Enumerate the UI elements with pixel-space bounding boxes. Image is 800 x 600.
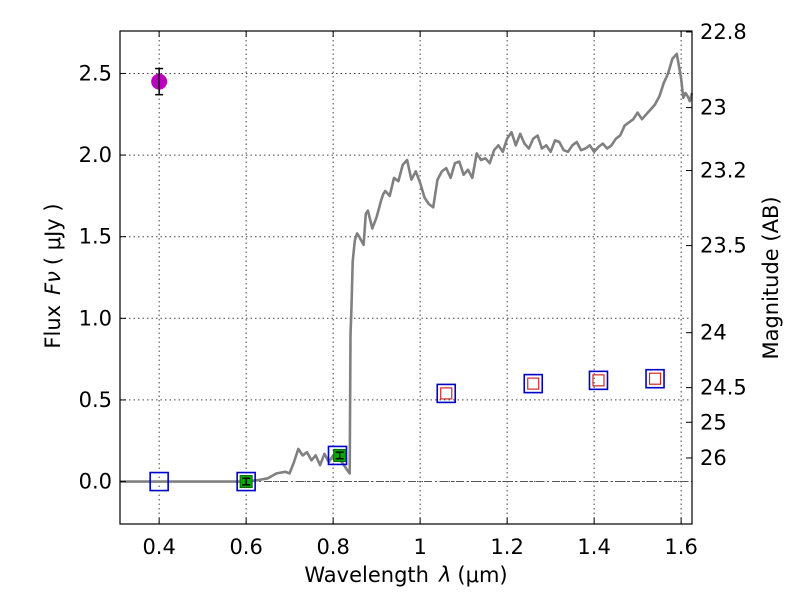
model-points-series: [149, 368, 665, 492]
plot-frame: [119, 30, 693, 525]
x-tick-label: 0.6: [229, 535, 262, 559]
y2-axis-ticks: 22.8 23 23.2 23.5 24 24.5 25 26: [686, 20, 747, 470]
y-tick-label: 2.0: [79, 143, 112, 167]
x-tick-label: 1.6: [664, 535, 697, 559]
model-point-inner-box: [527, 377, 540, 390]
x-axis-ticks: 0.4 0.6 0.8 1 1.2 1.4 1.6: [142, 31, 698, 559]
x-tick-label: 1: [413, 535, 426, 559]
y2-tick-label: 23.5: [700, 234, 747, 258]
y-tick-label: 1.0: [79, 306, 112, 330]
y-tick-label: 1.5: [79, 225, 112, 249]
model-point-inner-box: [440, 387, 453, 400]
model-point-inner-box: [592, 374, 605, 387]
y2-axis-label: Magnitude (AB): [759, 196, 783, 359]
y2-tick-label: 25: [700, 410, 727, 434]
spectrum-series: [120, 52, 694, 483]
observed-points-series: [151, 67, 347, 489]
y2-tick-label: 26: [700, 446, 727, 470]
model-point-inner-box: [648, 372, 662, 385]
y2-tick-label: 22.8: [700, 20, 747, 44]
y2-tick-label: 24: [700, 321, 727, 345]
model-point-box: [645, 368, 665, 389]
x-tick-label: 1.4: [577, 535, 610, 559]
model-point-box: [236, 471, 256, 492]
model-point-box: [149, 471, 169, 492]
model-point-box: [523, 373, 544, 394]
y-axis-label: FluxFν( μJy ): [41, 203, 65, 348]
y-tick-label: 0.0: [79, 470, 112, 494]
y2-tick-label: 23.2: [700, 158, 747, 182]
spectrum-line: [120, 52, 694, 483]
y2-tick-label: 23: [700, 96, 727, 120]
x-tick-label: 1.2: [490, 535, 523, 559]
y2-tick-label: 24.5: [700, 376, 747, 400]
y-tick-label: 0.5: [79, 388, 112, 412]
x-tick-label: 0.4: [142, 535, 175, 559]
y-tick-label: 2.5: [79, 61, 112, 85]
y-axis-ticks: 0.0 0.5 1.0 1.5 2.0 2.5: [79, 61, 126, 494]
grid: [120, 31, 692, 524]
model-point-box: [327, 445, 348, 466]
model-point-box: [436, 383, 457, 404]
model-point-box: [588, 370, 609, 391]
x-tick-label: 0.8: [316, 535, 349, 559]
x-axis-label: Wavelength λ (μm): [304, 563, 507, 587]
